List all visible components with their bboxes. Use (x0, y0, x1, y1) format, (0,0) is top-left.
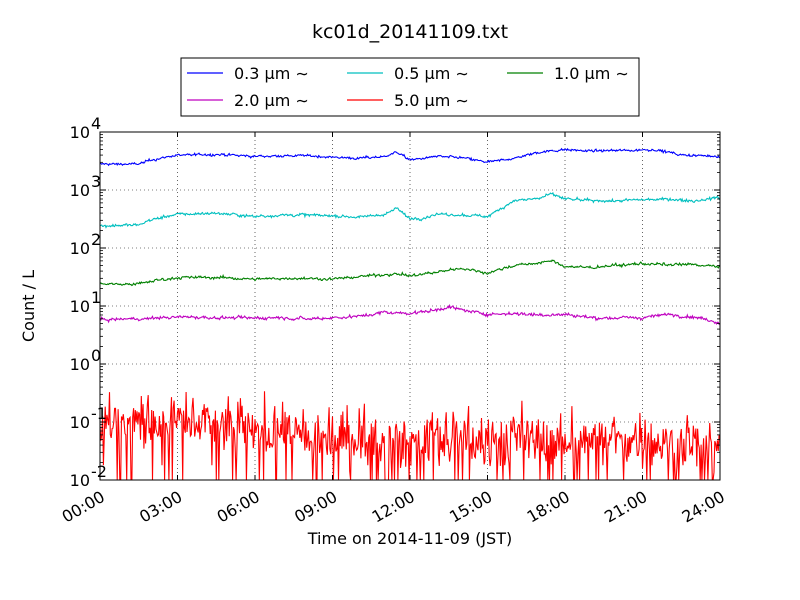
legend-item: 0.5 μm ∼ (347, 64, 469, 83)
y-tick-base: 10 (70, 123, 90, 142)
y-tick-exponent: 4 (91, 114, 101, 133)
legend-item: 0.3 μm ∼ (187, 64, 309, 83)
y-tick-base: 10 (70, 239, 90, 258)
series-line (100, 191, 720, 229)
y-tick-base: 10 (70, 413, 90, 432)
y-axis-label: Count / L (19, 270, 38, 342)
series-line (100, 303, 720, 325)
legend-label: 0.3 μm ∼ (234, 64, 309, 83)
x-tick-label: 21:00 (601, 487, 650, 527)
series-line (100, 391, 720, 480)
axes (99, 131, 721, 481)
legend-label: 2.0 μm ∼ (234, 91, 309, 110)
x-tick-label: 06:00 (214, 487, 263, 527)
legend: 0.3 μm ∼ 0.5 μm ∼ 1.0 μm ∼ 2.0 μm ∼ 5.0 μm ∼ (180, 57, 640, 117)
x-tick-label: 15:00 (446, 487, 495, 527)
y-tick-label: 10 3 (70, 172, 102, 200)
y-tick-label: 10 1 (70, 288, 102, 316)
x-tick-label: 18:00 (524, 487, 573, 527)
y-tick-label: 10 2 (70, 230, 102, 258)
x-tick-label: 00:00 (59, 487, 108, 527)
legend-label: 5.0 μm ∼ (394, 91, 469, 110)
x-axis-label: Time on 2014-11-09 (JST) (307, 529, 512, 548)
x-tick-label: 03:00 (136, 487, 185, 527)
y-tick-exponent: 2 (91, 230, 101, 249)
legend-item: 2.0 μm ∼ (187, 91, 309, 110)
x-tick-label: 24:00 (679, 487, 728, 527)
grid (100, 132, 720, 480)
series-layer (100, 147, 720, 480)
legend-item: 1.0 μm ∼ (507, 64, 629, 83)
series-line (100, 259, 720, 287)
legend-label: 0.5 μm ∼ (394, 64, 469, 83)
y-tick-label: 10 0 (70, 346, 102, 374)
x-tick-label: 12:00 (369, 487, 418, 527)
y-tick-label: 10 -1 (70, 404, 107, 432)
y-tick-base: 10 (70, 181, 90, 200)
legend-label: 1.0 μm ∼ (554, 64, 629, 83)
y-tick-base: 10 (70, 471, 90, 490)
y-tick-base: 10 (70, 355, 90, 374)
x-tick-labels: 00:00 03:00 06:00 09:00 12:00 15:00 18:00 21:00… (59, 487, 728, 527)
y-tick-exponent: -1 (91, 404, 107, 423)
y-tick-base: 10 (70, 297, 90, 316)
y-tick-label: 10 -2 (70, 462, 107, 490)
x-tick-label: 09:00 (291, 487, 340, 527)
y-tick-exponent: 3 (91, 172, 101, 191)
legend-item: 5.0 μm ∼ (347, 91, 469, 110)
chart-title: kc01d_20141109.txt (312, 21, 508, 43)
series-line (100, 147, 720, 167)
legend-frame (180, 57, 640, 117)
y-tick-exponent: -2 (91, 462, 107, 481)
y-tick-exponent: 1 (91, 288, 101, 307)
y-tick-label: 10 4 (70, 114, 102, 142)
y-tick-exponent: 0 (91, 346, 101, 365)
